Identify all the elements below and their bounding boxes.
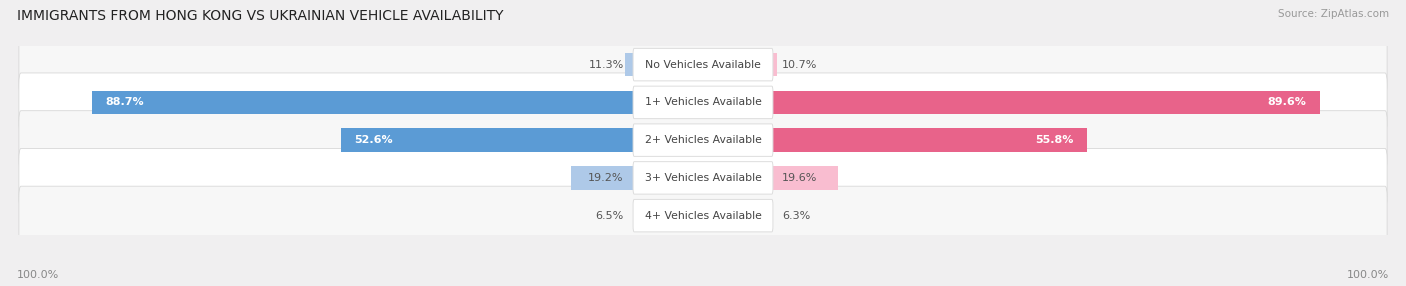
Bar — [658, 204, 703, 227]
Bar — [571, 166, 703, 190]
Text: 2+ Vehicles Available: 2+ Vehicles Available — [644, 135, 762, 145]
Bar — [91, 91, 703, 114]
FancyBboxPatch shape — [18, 111, 1388, 170]
FancyBboxPatch shape — [18, 148, 1388, 207]
Text: 4+ Vehicles Available: 4+ Vehicles Available — [644, 211, 762, 221]
Bar — [340, 128, 703, 152]
Text: 6.5%: 6.5% — [596, 211, 624, 221]
Bar — [703, 128, 1087, 152]
Text: 52.6%: 52.6% — [354, 135, 394, 145]
FancyBboxPatch shape — [633, 86, 773, 119]
Text: 88.7%: 88.7% — [105, 98, 145, 107]
Bar — [703, 166, 838, 190]
Text: 11.3%: 11.3% — [589, 60, 624, 69]
Text: IMMIGRANTS FROM HONG KONG VS UKRAINIAN VEHICLE AVAILABILITY: IMMIGRANTS FROM HONG KONG VS UKRAINIAN V… — [17, 9, 503, 23]
Text: 55.8%: 55.8% — [1035, 135, 1074, 145]
Text: No Vehicles Available: No Vehicles Available — [645, 60, 761, 69]
Text: 6.3%: 6.3% — [782, 211, 810, 221]
FancyBboxPatch shape — [18, 35, 1388, 94]
Text: 10.7%: 10.7% — [782, 60, 818, 69]
Text: 100.0%: 100.0% — [17, 270, 59, 280]
Bar — [703, 91, 1320, 114]
Text: 100.0%: 100.0% — [1347, 270, 1389, 280]
Text: 19.6%: 19.6% — [782, 173, 818, 183]
Bar — [626, 53, 703, 76]
Text: 89.6%: 89.6% — [1268, 98, 1306, 107]
Text: 19.2%: 19.2% — [588, 173, 624, 183]
FancyBboxPatch shape — [633, 162, 773, 194]
Text: 3+ Vehicles Available: 3+ Vehicles Available — [644, 173, 762, 183]
FancyBboxPatch shape — [633, 199, 773, 232]
Text: Source: ZipAtlas.com: Source: ZipAtlas.com — [1278, 9, 1389, 19]
Text: 1+ Vehicles Available: 1+ Vehicles Available — [644, 98, 762, 107]
FancyBboxPatch shape — [633, 48, 773, 81]
Bar — [703, 53, 776, 76]
Bar — [703, 204, 747, 227]
FancyBboxPatch shape — [633, 124, 773, 156]
FancyBboxPatch shape — [18, 186, 1388, 245]
FancyBboxPatch shape — [18, 73, 1388, 132]
